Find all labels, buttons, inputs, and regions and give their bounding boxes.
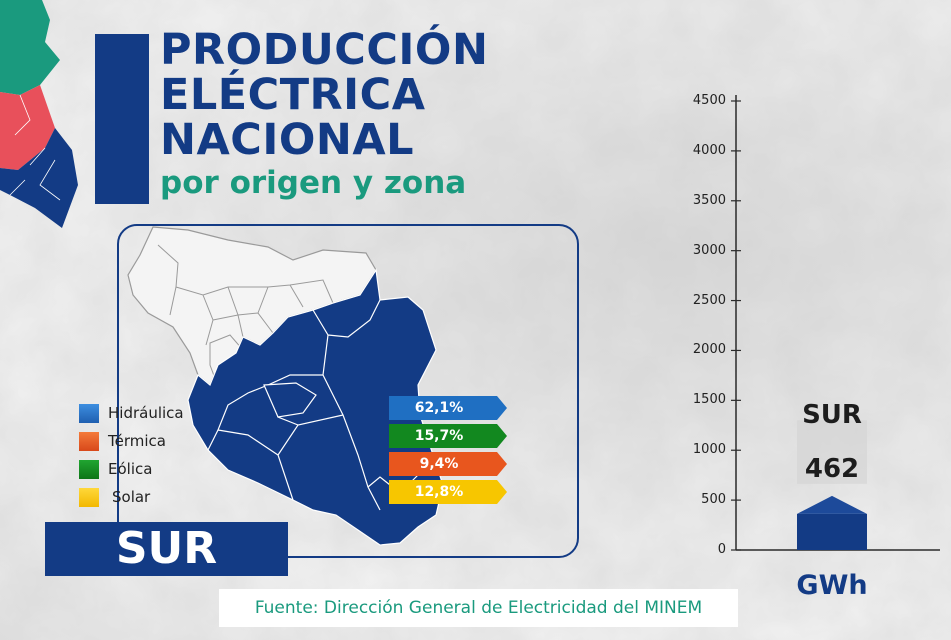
legend-swatch — [79, 488, 99, 507]
legend-label: Eólica — [108, 460, 153, 478]
y-tick-label: 4000 — [692, 142, 726, 158]
page-subtitle: por origen y zona — [160, 165, 467, 201]
page-title: PRODUCCIÓN ELÉCTRICA NACIONAL — [160, 28, 488, 163]
legend-label: Térmica — [108, 432, 166, 450]
source-note: Fuente: Dirección General de Electricida… — [219, 589, 738, 627]
percent-tag-solar: 12,8% — [389, 480, 509, 504]
percent-value: 15,7% — [414, 428, 464, 444]
bar — [797, 513, 867, 550]
y-tick-label: 1000 — [692, 442, 726, 458]
legend-label: Solar — [112, 488, 151, 506]
percent-tag-eolica: 15,7% — [389, 424, 509, 448]
tag-arrow-shape — [389, 396, 507, 420]
y-tick-label: 1500 — [692, 392, 726, 408]
title-line: PRODUCCIÓN — [160, 25, 489, 75]
y-tick-label: 2000 — [692, 342, 726, 358]
tag-arrow-shape — [389, 480, 507, 504]
tag-arrow-shape — [389, 452, 507, 476]
bar-category-label: SUR — [802, 399, 862, 430]
y-tick-label: 3000 — [692, 242, 726, 258]
tag-arrow-shape — [389, 424, 507, 448]
bar-value-label: 462 — [804, 453, 860, 484]
percent-value: 9,4% — [419, 456, 459, 472]
legend-swatch — [79, 404, 99, 423]
corner-peru-map — [0, 0, 78, 228]
legend-swatch — [79, 460, 99, 479]
y-tick-label: 2500 — [692, 292, 726, 308]
title-line: NACIONAL — [160, 115, 415, 165]
y-tick-label: 500 — [701, 492, 726, 508]
map-frame — [117, 224, 579, 558]
zone-label: SUR — [45, 522, 288, 576]
y-tick-label: 0 — [717, 542, 726, 557]
percent-value: 62,1% — [414, 400, 464, 416]
percent-tag-termica: 9,4% — [389, 452, 509, 476]
bar-cap — [797, 495, 867, 514]
unit-label: GWh — [796, 570, 868, 601]
y-tick-label: 3500 — [692, 192, 726, 208]
percent-tag-hidraulica: 62,1% — [389, 396, 509, 420]
bar-ghost — [797, 420, 867, 484]
legend-label: Hidráulica — [108, 404, 184, 422]
percent-value: 12,8% — [414, 484, 464, 500]
title-accent-bar — [95, 34, 149, 204]
peru-regions-map — [127, 226, 444, 546]
y-tick-label: 4500 — [692, 93, 726, 108]
legend-swatch — [79, 432, 99, 451]
title-line: ELÉCTRICA — [160, 70, 426, 120]
